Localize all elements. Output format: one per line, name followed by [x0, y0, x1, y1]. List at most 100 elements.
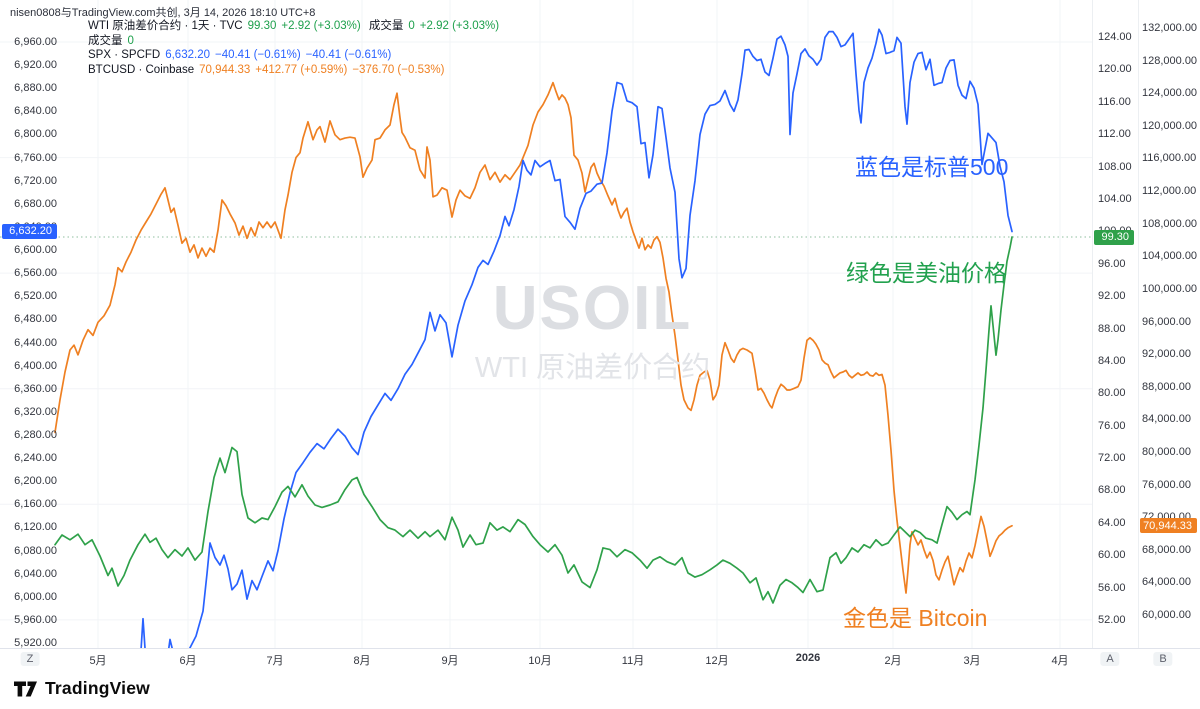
- legend-segment: +412.77 (+0.59%): [255, 63, 348, 76]
- y-tick-label: 6,200.00: [14, 475, 57, 488]
- y-tick-label: 6,480.00: [14, 313, 57, 326]
- y-tick-label: 108,000.00: [1142, 217, 1198, 230]
- x-tick-label: A: [1100, 652, 1120, 666]
- y-tick-label: 6,720.00: [14, 174, 57, 187]
- legend-segment: −40.41 (−0.61%): [214, 49, 301, 62]
- y-tick-label: 120,000.00: [1142, 119, 1198, 132]
- y-tick-label: 68,000.00: [1142, 543, 1191, 556]
- price-label-oil: 99.30: [1094, 229, 1134, 245]
- tradingview-logo-icon[interactable]: [14, 679, 38, 699]
- y-tick-label: 88,000.00: [1142, 380, 1191, 393]
- x-tick-label: 2026: [795, 652, 821, 664]
- y-tick-label: 108.00: [1098, 160, 1132, 173]
- legend-segment: SPX · SPCFD: [88, 49, 161, 62]
- y-tick-label: 56.00: [1098, 581, 1126, 594]
- y-tick-label: 104,000.00: [1142, 250, 1198, 263]
- x-tick-label: B: [1153, 652, 1173, 666]
- y-tick-label: 60,000.00: [1142, 609, 1191, 621]
- y-tick-label: 84,000.00: [1142, 413, 1191, 426]
- y-tick-label: 116,000.00: [1142, 152, 1197, 165]
- legend-segment: 0: [408, 20, 415, 32]
- legend-row-0[interactable]: WTI 原油差价合约 · 1天 · TVC 99.30 +2.92 (+3.03%)…: [88, 19, 504, 34]
- legend-segment: 6,632.20: [165, 49, 210, 62]
- y-tick-label: 120.00: [1098, 63, 1132, 76]
- y-tick-label: 6,920.00: [14, 59, 57, 72]
- y-tick-label: 68.00: [1098, 484, 1126, 497]
- footer: TradingView: [14, 678, 150, 699]
- y-tick-label: 6,240.00: [14, 452, 57, 465]
- y-tick-label: 6,360.00: [14, 382, 57, 395]
- y-tick-label: 104.00: [1098, 192, 1132, 205]
- x-tick-label: 8月: [353, 655, 371, 667]
- legend-segment: 99.30: [247, 20, 277, 32]
- y-tick-label: 96,000.00: [1142, 315, 1191, 328]
- x-tick-label: 2月: [884, 655, 902, 667]
- y-tick-label: 6,320.00: [14, 405, 57, 418]
- price-label-btc: 70,944.33: [1140, 518, 1197, 534]
- legend-row-3[interactable]: BTCUSD · Coinbase 70,944.33 +412.77 (+0.59…: [88, 63, 504, 78]
- chart-annotation-0[interactable]: 蓝色是标普500: [855, 154, 1009, 180]
- y-tick-label: 6,840.00: [14, 105, 57, 118]
- y-tick-label: 5,960.00: [14, 613, 57, 626]
- legend-row-2[interactable]: SPX · SPCFD 6,632.20 −40.41 (−0.61%) −40.41…: [88, 48, 504, 63]
- x-tick-label: 3月: [963, 655, 981, 667]
- x-tick-label: 7月: [266, 655, 284, 667]
- legend-segment: WTI 原油差价合约 · 1天 · TVC: [88, 20, 243, 32]
- x-tick-label: Z: [20, 652, 40, 666]
- series-line-usoil[interactable]: [54, 236, 1013, 604]
- y-tick-label: 6,960.00: [14, 36, 57, 48]
- y-tick-label: 6,440.00: [14, 336, 57, 349]
- legend[interactable]: WTI 原油差价合约 · 1天 · TVC 99.30 +2.92 (+3.03%)…: [88, 19, 504, 77]
- y-tick-label: 6,120.00: [14, 521, 57, 534]
- y-tick-label: 92.00: [1098, 290, 1126, 303]
- legend-row-1[interactable]: 成交量 0: [88, 34, 504, 49]
- y-tick-label: 124,000.00: [1142, 87, 1198, 100]
- y-tick-label: 6,800.00: [14, 128, 57, 141]
- price-label-spx: 6,632.20: [2, 223, 57, 239]
- legend-segment: 70,944.33: [199, 63, 251, 76]
- x-tick-label: 4月: [1051, 655, 1069, 667]
- x-tick-label: 12月: [705, 655, 729, 667]
- x-tick-label: 9月: [441, 655, 459, 667]
- y-tick-label: 52.00: [1098, 614, 1126, 626]
- y-tick-label: 84.00: [1098, 354, 1126, 367]
- series-line-spx[interactable]: [140, 28, 1013, 683]
- x-tick-label: 10月: [528, 655, 552, 667]
- y-tick-label: 80,000.00: [1142, 445, 1191, 458]
- axis-separator-oil: [1092, 0, 1093, 648]
- y-tick-label: 76.00: [1098, 419, 1126, 432]
- y-tick-label: 124.00: [1098, 31, 1132, 43]
- legend-segment: 成交量: [88, 34, 123, 47]
- y-tick-label: 6,520.00: [14, 290, 57, 303]
- axis-separator-btc: [1138, 0, 1139, 648]
- y-tick-label: 64,000.00: [1142, 576, 1191, 589]
- legend-segment: BTCUSD · Coinbase: [88, 63, 195, 76]
- y-tick-label: 64.00: [1098, 516, 1126, 529]
- chart-annotation-1[interactable]: 绿色是美油价格: [846, 260, 1007, 286]
- y-tick-label: 100,000.00: [1142, 282, 1198, 295]
- legend-segment: −40.41 (−0.61%): [305, 49, 392, 62]
- y-tick-label: 96.00: [1098, 257, 1126, 270]
- y-tick-label: 6,880.00: [14, 82, 57, 95]
- y-tick-label: 112.00: [1098, 128, 1131, 141]
- legend-segment: +2.92 (+3.03%): [419, 20, 500, 32]
- y-tick-label: 6,680.00: [14, 197, 57, 210]
- y-tick-label: 72.00: [1098, 452, 1126, 465]
- x-tick-label: 6月: [179, 655, 197, 667]
- series-line-btcusd[interactable]: [54, 81, 1013, 594]
- x-tick-label: 11月: [621, 655, 645, 667]
- legend-segment: 成交量: [365, 20, 404, 32]
- y-tick-label: 6,280.00: [14, 428, 57, 441]
- y-tick-label: 132,000.00: [1142, 22, 1198, 34]
- y-tick-label: 80.00: [1098, 387, 1126, 400]
- y-tick-label: 6,560.00: [14, 267, 57, 280]
- legend-segment: 0: [127, 34, 134, 47]
- y-tick-label: 6,600.00: [14, 244, 57, 257]
- chart-annotation-2[interactable]: 金色是 Bitcoin: [843, 605, 988, 631]
- y-tick-label: 6,000.00: [14, 590, 57, 603]
- legend-segment: −376.70 (−0.53%): [352, 63, 445, 76]
- y-tick-label: 6,080.00: [14, 544, 57, 557]
- tradingview-brand-text[interactable]: TradingView: [45, 678, 150, 698]
